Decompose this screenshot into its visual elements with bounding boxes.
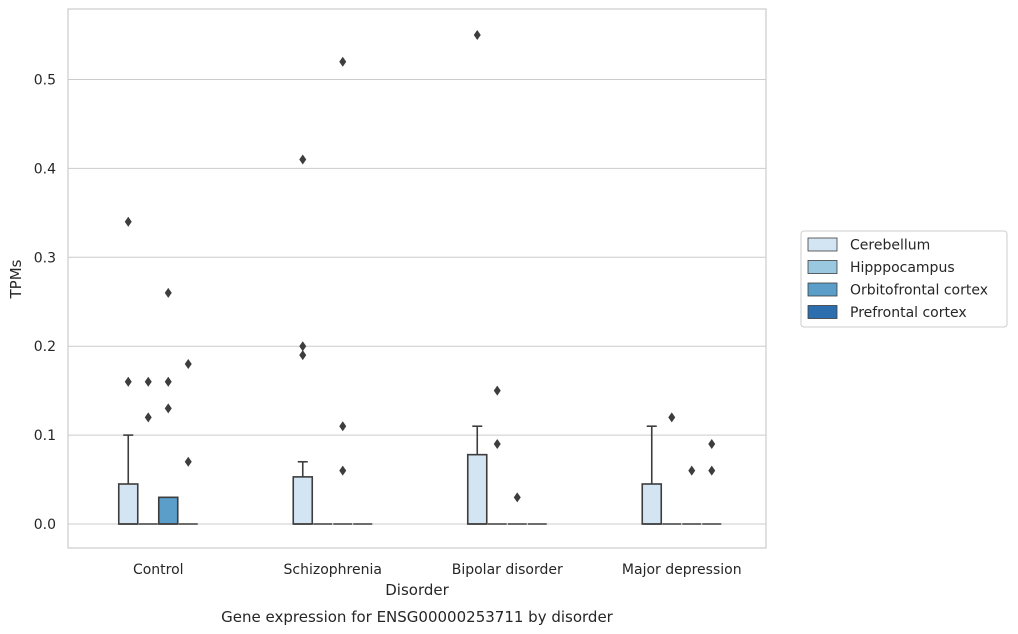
outlier-point [339, 56, 347, 67]
legend-label: Orbitofrontal cortex [850, 283, 988, 299]
x-tick-labels: Control Schizophrenia Bipolar disorder Majo… [133, 562, 742, 578]
legend-swatch [807, 305, 838, 319]
legend-label: Cerebellum [850, 238, 930, 254]
legend-swatch [807, 237, 838, 252]
legend: Cerebellum Hipppocampus Orbitofrontal cort… [800, 230, 1008, 328]
y-tick-label: 0.5 [34, 73, 56, 89]
legend-swatch [807, 282, 838, 297]
y-axis-title: TPMs [7, 259, 25, 299]
outlier-point [184, 456, 192, 467]
outlier-point [708, 465, 716, 476]
outlier-point [184, 358, 192, 369]
y-tick-label: 0.0 [34, 517, 56, 533]
outlier-point [299, 154, 307, 165]
box [466, 453, 488, 525]
legend-label: Hipppocampus [850, 260, 955, 276]
box [157, 496, 179, 525]
y-tick-labels: 0.0 0.1 0.2 0.3 0.4 0.5 [34, 73, 56, 534]
legend-frame [800, 230, 1008, 328]
x-tick-label: Bipolar disorder [452, 562, 563, 578]
outlier-point [708, 438, 716, 449]
box [641, 483, 663, 525]
chart-title: Gene expression for ENSG00000253711 by d… [221, 608, 614, 626]
legend-swatch [807, 260, 838, 274]
y-tick-label: 0.2 [34, 339, 56, 355]
outlier-point [493, 385, 501, 396]
outlier-point [493, 438, 501, 449]
outlier-point [144, 412, 152, 423]
outlier-point [299, 350, 307, 361]
outlier-point [124, 376, 132, 387]
outlier-point [668, 412, 676, 423]
outlier-point [164, 376, 172, 387]
outlier-point [339, 465, 347, 476]
outliers-layer [124, 30, 716, 503]
plot-area-frame [67, 8, 767, 549]
grid-lines [68, 79, 766, 525]
x-tick-label: Major depression [622, 562, 742, 578]
outlier-point [164, 403, 172, 414]
x-tick-label: Schizophrenia [284, 562, 382, 578]
outlier-point [164, 287, 172, 298]
outlier-point [688, 465, 696, 476]
box [117, 483, 139, 525]
y-tick-label: 0.3 [34, 250, 56, 266]
x-axis-title: Disorder [385, 581, 449, 599]
x-tick-label: Control [133, 562, 184, 578]
outlier-point [124, 216, 132, 227]
outlier-point [473, 30, 481, 41]
outlier-point [513, 492, 521, 503]
legend-label: Prefrontal cortex [850, 305, 967, 321]
outlier-point [144, 376, 152, 387]
y-tick-label: 0.1 [34, 428, 56, 444]
boxes-layer [117, 425, 722, 525]
y-tick-label: 0.4 [34, 161, 56, 177]
outlier-point [339, 421, 347, 432]
box [292, 476, 314, 525]
outlier-point [299, 341, 307, 352]
